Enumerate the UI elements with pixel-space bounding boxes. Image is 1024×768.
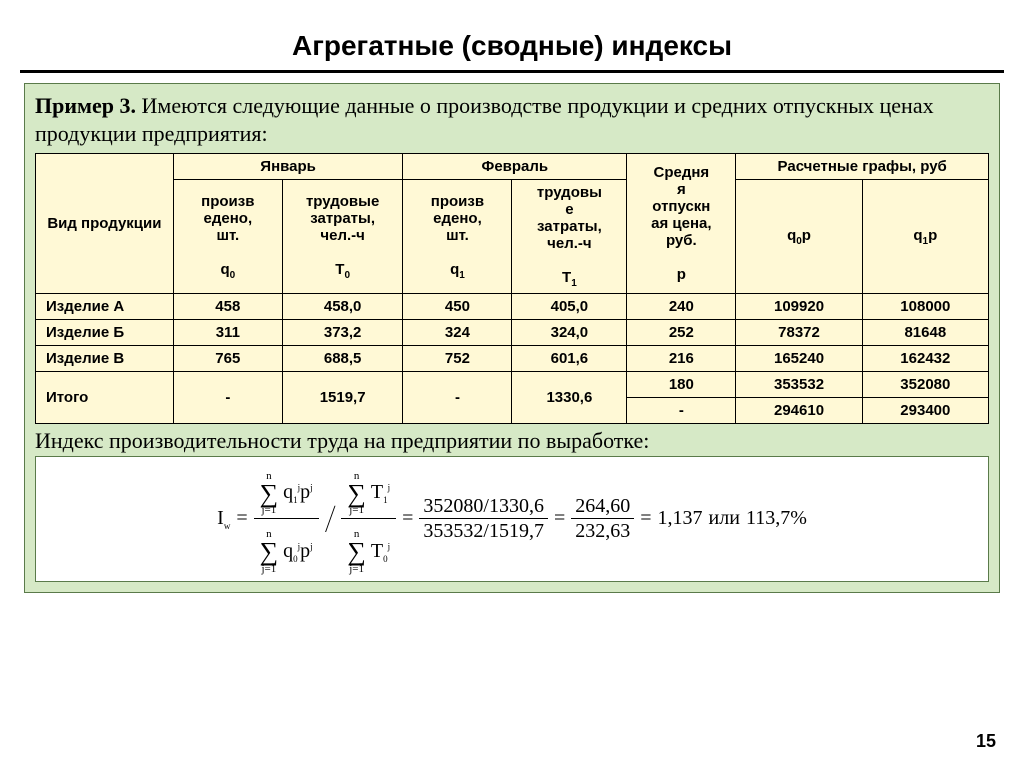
cell-q0p-a: 353532 xyxy=(736,372,862,398)
col-price: Средня я отпускн ая цена, руб. p xyxy=(627,154,736,294)
cell-q1p: 162432 xyxy=(862,346,988,372)
cell-name: Изделие В xyxy=(36,346,174,372)
col-q0: произв едено, шт. q0 xyxy=(173,180,282,294)
cell-q1: - xyxy=(403,372,512,424)
col-q1: произв едено, шт. q1 xyxy=(403,180,512,294)
cell-q0p: 165240 xyxy=(736,346,862,372)
cell-q1p: 81648 xyxy=(862,320,988,346)
slide-number: 15 xyxy=(976,731,996,752)
cell-p180: 180 xyxy=(627,372,736,398)
example-label: Пример 3. xyxy=(35,93,136,118)
cell-t1: 405,0 xyxy=(512,294,627,320)
data-table: Вид продукции Январь Февраль Средня я от… xyxy=(35,153,989,424)
cell-p: 216 xyxy=(627,346,736,372)
slide-title: Агрегатные (сводные) индексы xyxy=(0,0,1024,70)
cell-q0: - xyxy=(173,372,282,424)
col-february: Февраль xyxy=(403,154,627,180)
cell-t0: 1519,7 xyxy=(282,372,403,424)
cell-q1p-a: 352080 xyxy=(862,372,988,398)
cell-name: Изделие Б xyxy=(36,320,174,346)
col-january: Январь xyxy=(173,154,403,180)
col-t1: трудовы е затраты, чел.-ч T1 xyxy=(512,180,627,294)
col-q1p: q1p xyxy=(862,180,988,294)
cell-q0: 311 xyxy=(173,320,282,346)
content-box: Пример 3. Имеются следующие данные о про… xyxy=(24,83,1000,593)
cell-t0: 458,0 xyxy=(282,294,403,320)
example-text: Пример 3. Имеются следующие данные о про… xyxy=(35,92,989,147)
cell-t0: 373,2 xyxy=(282,320,403,346)
example-body: Имеются следующие данные о производстве … xyxy=(35,93,934,146)
cell-q1: 324 xyxy=(403,320,512,346)
formula-box: Iw = n∑j=1 q1jpj n∑j=1 q0jpj xyxy=(35,456,989,582)
cell-name: Изделие А xyxy=(36,294,174,320)
header-row-1: Вид продукции Январь Февраль Средня я от… xyxy=(36,154,989,180)
table-row: Изделие А 458 458,0 450 405,0 240 109920… xyxy=(36,294,989,320)
table-row-subtotal: Итого - 1519,7 - 1330,6 180 353532 35208… xyxy=(36,372,989,398)
cell-p: 240 xyxy=(627,294,736,320)
table-row: Изделие В 765 688,5 752 601,6 216 165240… xyxy=(36,346,989,372)
cell-q0: 458 xyxy=(173,294,282,320)
title-rule xyxy=(20,70,1004,73)
cell-p-dash: - xyxy=(627,398,736,424)
col-t0: трудовые затраты, чел.-ч T0 xyxy=(282,180,403,294)
table-row: Изделие Б 311 373,2 324 324,0 252 78372 … xyxy=(36,320,989,346)
col-product: Вид продукции xyxy=(36,154,174,294)
header-row-2: произв едено, шт. q0 трудовые затраты, ч… xyxy=(36,180,989,294)
cell-q1: 752 xyxy=(403,346,512,372)
cell-q0p: 78372 xyxy=(736,320,862,346)
cell-q1: 450 xyxy=(403,294,512,320)
cell-q0p-b: 294610 xyxy=(736,398,862,424)
cell-q0: 765 xyxy=(173,346,282,372)
cell-q1p-b: 293400 xyxy=(862,398,988,424)
cell-total-name: Итого xyxy=(36,372,174,424)
col-q0p: q0p xyxy=(736,180,862,294)
formula: Iw = n∑j=1 q1jpj n∑j=1 q0jpj xyxy=(217,461,807,577)
cell-t1: 601,6 xyxy=(512,346,627,372)
cell-t0: 688,5 xyxy=(282,346,403,372)
cell-t1: 324,0 xyxy=(512,320,627,346)
cell-t1: 1330,6 xyxy=(512,372,627,424)
col-calc: Расчетные графы, руб xyxy=(736,154,989,180)
cell-q1p: 108000 xyxy=(862,294,988,320)
index-description: Индекс производительности труда на предп… xyxy=(35,428,989,454)
cell-p: 252 xyxy=(627,320,736,346)
cell-q0p: 109920 xyxy=(736,294,862,320)
